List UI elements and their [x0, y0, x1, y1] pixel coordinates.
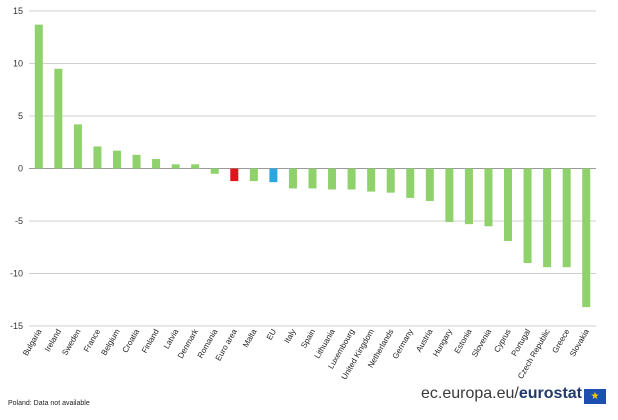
x-label-latvia: Latvia — [162, 327, 181, 350]
x-label-spain: Spain — [299, 328, 317, 350]
y-tick-label: -5 — [15, 216, 23, 226]
bar-united-kingdom — [367, 168, 376, 192]
bar-austria — [425, 168, 434, 202]
bars — [34, 24, 591, 308]
bar-czech-republic — [543, 168, 552, 268]
bar-belgium — [112, 150, 121, 169]
grid-lines — [29, 10, 596, 327]
footnote: Poland: Data not available — [8, 400, 90, 407]
bar-bulgaria — [34, 24, 43, 169]
x-label-france: France — [82, 327, 103, 354]
x-label-italy: Italy — [283, 328, 298, 345]
x-label-greece: Greece — [550, 327, 571, 355]
x-label-bulgaria: Bulgaria — [21, 327, 44, 357]
bar-eu — [269, 168, 278, 183]
bar-hungary — [445, 168, 454, 223]
bar-finland — [152, 159, 161, 169]
bar-slovakia — [582, 168, 591, 308]
x-label-eu: EU — [265, 327, 278, 341]
y-tick-label: -10 — [10, 269, 23, 279]
x-label-estonia: Estonia — [453, 327, 474, 355]
x-label-sweden: Sweden — [60, 328, 82, 358]
bar-sweden — [73, 124, 82, 169]
x-label-slovenia: Slovenia — [470, 327, 493, 359]
flag-stars: ★ — [590, 391, 600, 402]
x-label-finland: Finland — [140, 328, 161, 355]
x-label-belgium: Belgium — [99, 327, 121, 357]
eu-flag-icon: ★ — [584, 389, 606, 404]
x-label-malta: Malta — [241, 327, 259, 349]
y-tick-label: 5 — [18, 111, 23, 121]
bar-greece — [562, 168, 571, 268]
bar-france — [93, 146, 102, 169]
bar-ireland — [54, 68, 63, 169]
brand-name: eurostat — [518, 385, 582, 402]
x-label-croatia: Croatia — [121, 327, 142, 354]
x-label-austria: Austria — [414, 327, 435, 354]
x-label-ireland: Ireland — [43, 328, 63, 354]
bar-denmark — [191, 164, 200, 169]
x-label-cyprus: Cyprus — [492, 327, 512, 353]
bar-luxembourg — [347, 168, 356, 190]
y-tick-label: 10 — [13, 59, 23, 69]
bar-estonia — [464, 168, 473, 225]
bar-malta — [249, 168, 258, 182]
bar-cyprus — [504, 168, 513, 241]
y-tick-label: 15 — [13, 6, 23, 16]
eurostat-brand[interactable]: ec.europa.eu/eurostat — [421, 385, 582, 403]
bar-netherlands — [386, 168, 395, 193]
y-tick-label: 0 — [18, 164, 23, 174]
x-label-slovakia: Slovakia — [568, 327, 591, 358]
y-axis-ticks: -15 -10 -5 0 5 10 15 — [10, 6, 23, 331]
bar-portugal — [523, 168, 532, 263]
bar-italy — [288, 168, 297, 189]
bar-germany — [406, 168, 415, 198]
bar-croatia — [132, 154, 141, 169]
brand-url: ec.europa.eu/ — [421, 385, 519, 402]
x-label-hungary: Hungary — [431, 328, 454, 359]
bar-spain — [308, 168, 317, 189]
bar-romania — [210, 168, 219, 174]
bar-latvia — [171, 164, 180, 169]
bar-slovenia — [484, 168, 493, 227]
y-tick-label: -15 — [10, 321, 23, 331]
bar-lithuania — [328, 168, 337, 190]
bar-euro-area — [230, 168, 239, 182]
